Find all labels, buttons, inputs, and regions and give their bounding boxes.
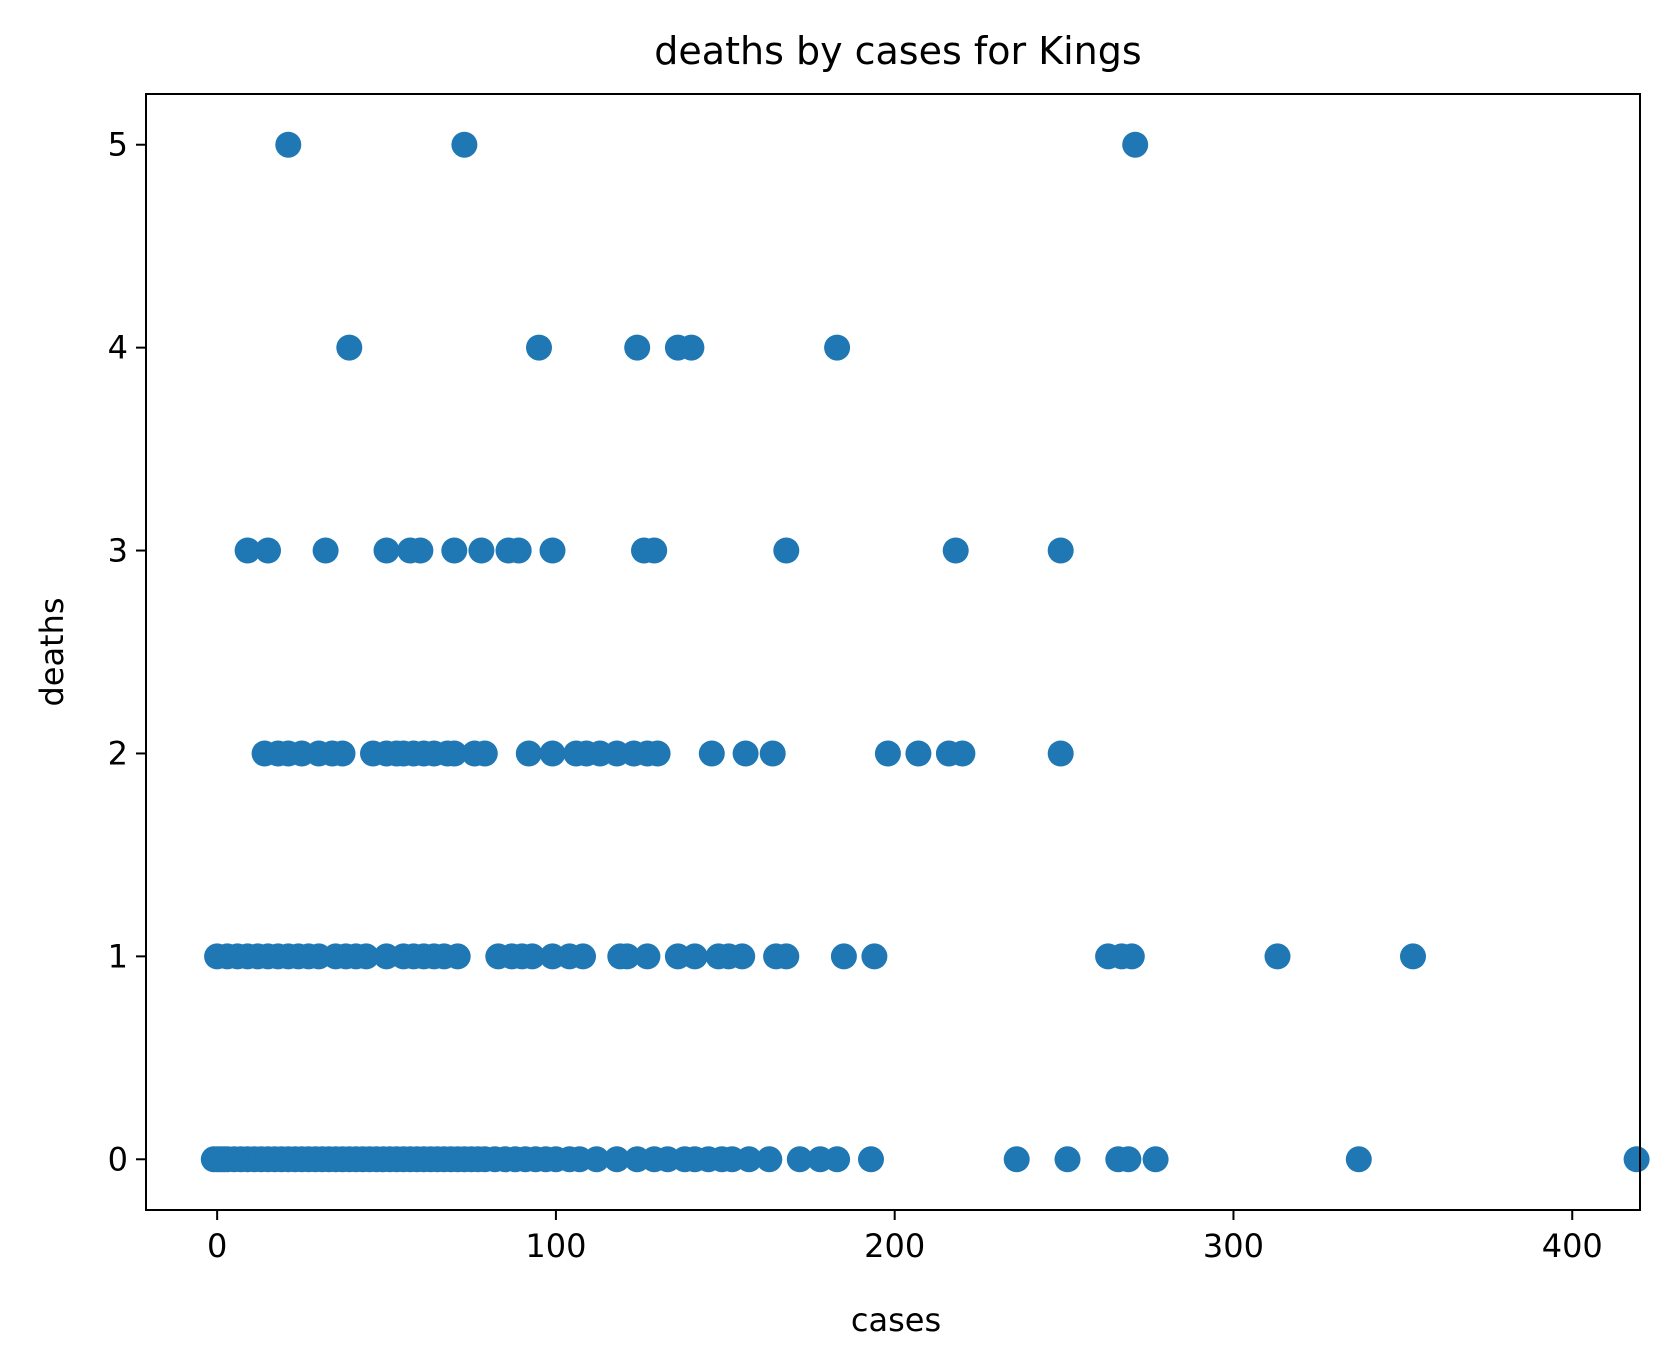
data-point	[1115, 1146, 1142, 1173]
data-point	[729, 943, 756, 970]
y-tick-label: 3	[108, 532, 128, 570]
data-point	[312, 537, 339, 564]
y-tick-label: 0	[108, 1140, 128, 1178]
data-point	[519, 943, 546, 970]
data-point	[949, 740, 976, 767]
y-axis-label: deaths	[33, 597, 71, 706]
data-point	[678, 334, 705, 361]
y-axis: 0 1 2 3 4 5	[108, 126, 146, 1178]
data-point	[451, 131, 478, 158]
data-point	[644, 740, 671, 767]
x-tick-label: 400	[1542, 1227, 1603, 1265]
data-point	[1047, 740, 1074, 767]
data-point	[441, 740, 468, 767]
data-point	[570, 943, 596, 970]
data-point	[1118, 943, 1145, 970]
data-point	[1142, 1146, 1169, 1173]
data-point	[539, 740, 566, 767]
data-point	[526, 334, 552, 361]
data-point	[336, 334, 363, 361]
data-point	[234, 537, 261, 564]
data-point	[874, 740, 901, 767]
x-axis-label: cases	[851, 1301, 941, 1339]
data-point	[756, 1146, 783, 1173]
data-point	[329, 740, 356, 767]
data-point	[641, 537, 668, 564]
data-point	[773, 943, 800, 970]
y-tick-label: 5	[108, 126, 128, 164]
x-tick-label: 100	[525, 1227, 586, 1265]
data-point	[634, 943, 661, 970]
data-point	[736, 1146, 762, 1173]
data-point	[614, 943, 641, 970]
data-point	[1264, 943, 1291, 970]
data-point	[373, 537, 400, 564]
data-point	[861, 943, 888, 970]
y-tick-label: 2	[108, 734, 128, 772]
data-point	[905, 740, 932, 767]
data-point	[505, 537, 532, 564]
points-layer	[200, 131, 1650, 1173]
x-axis: 0 100 200 300 400	[207, 1210, 1603, 1265]
plot-frame	[145, 93, 1641, 1211]
data-point	[732, 740, 759, 767]
data-point	[1400, 943, 1426, 970]
data-point	[1054, 1146, 1081, 1173]
data-point	[441, 537, 468, 564]
data-point	[942, 537, 969, 564]
data-point	[681, 943, 708, 970]
data-point	[858, 1146, 884, 1173]
data-point	[353, 943, 380, 970]
data-point	[603, 1146, 630, 1173]
data-point	[773, 537, 800, 564]
data-point	[1345, 1146, 1372, 1173]
data-point	[698, 740, 725, 767]
data-point	[1047, 537, 1074, 564]
data-point	[759, 740, 786, 767]
data-point	[1623, 1146, 1650, 1173]
data-point	[830, 943, 857, 970]
data-point	[824, 1146, 851, 1173]
x-tick-label: 300	[1203, 1227, 1264, 1265]
data-point	[539, 537, 566, 564]
data-point	[444, 943, 471, 970]
data-point	[515, 740, 542, 767]
y-tick-label: 1	[108, 937, 128, 975]
chart-title: deaths by cases for Kings	[654, 29, 1141, 73]
data-point	[468, 537, 495, 564]
data-point	[1003, 1146, 1030, 1173]
x-tick-label: 200	[864, 1227, 925, 1265]
data-point	[407, 537, 434, 564]
y-tick-label: 4	[108, 329, 128, 367]
data-point	[583, 1146, 610, 1173]
x-tick-label: 0	[207, 1227, 227, 1265]
data-point	[1122, 131, 1149, 158]
data-point	[824, 334, 851, 361]
data-point	[471, 740, 498, 767]
data-point	[255, 537, 281, 564]
data-point	[275, 131, 302, 158]
data-point	[786, 1146, 813, 1173]
data-point	[624, 334, 651, 361]
